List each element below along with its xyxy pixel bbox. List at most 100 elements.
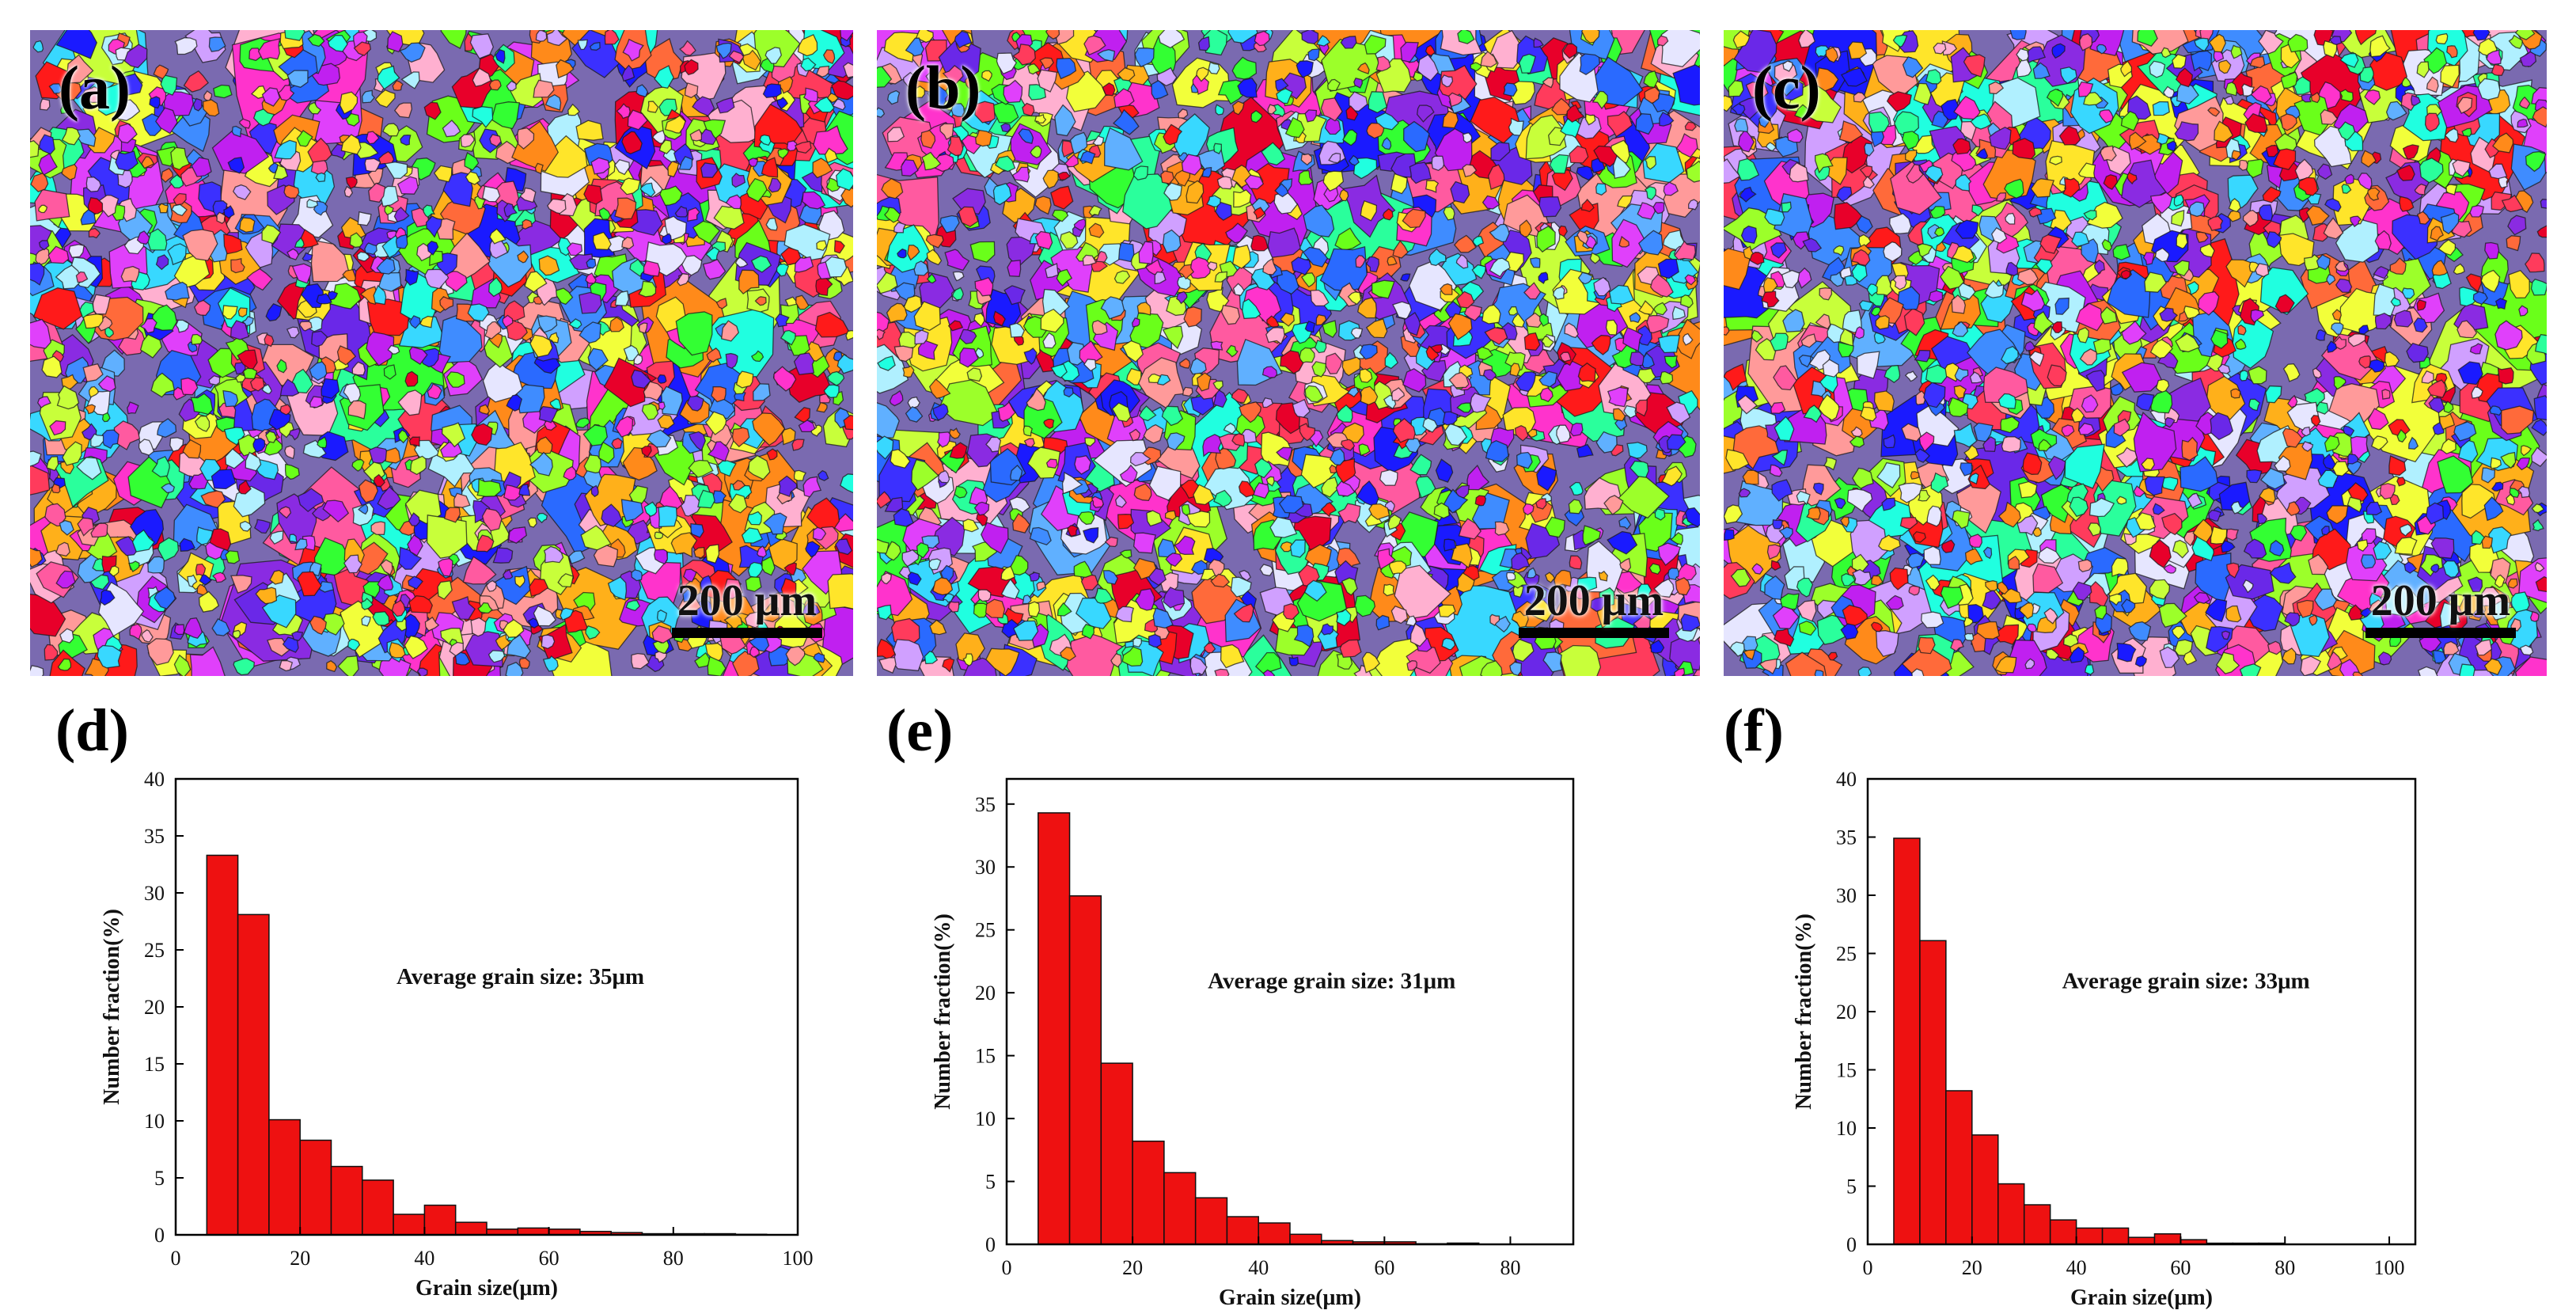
grain — [1119, 464, 1138, 484]
grain — [2480, 269, 2501, 293]
grain — [1554, 569, 1573, 588]
grain — [345, 176, 358, 189]
grain — [1638, 300, 1655, 315]
grain — [1118, 241, 1135, 263]
grain — [794, 140, 812, 154]
grain — [529, 578, 549, 598]
grain — [2228, 198, 2241, 213]
grain — [291, 368, 313, 394]
grain — [1864, 142, 1875, 157]
grain — [2149, 60, 2166, 78]
grain — [1340, 36, 1357, 49]
histogram-bar — [2153, 1233, 2182, 1245]
grain — [2126, 172, 2138, 185]
grain — [1490, 142, 1511, 161]
grain — [157, 537, 180, 562]
grain — [1321, 477, 1338, 498]
grain — [115, 536, 139, 556]
grain — [2320, 526, 2330, 536]
grain — [1009, 322, 1026, 338]
grain — [1916, 243, 1933, 258]
grain — [433, 165, 453, 183]
grain — [291, 263, 312, 284]
grain — [1138, 241, 1154, 265]
grain — [959, 347, 979, 368]
grain — [952, 188, 986, 215]
histogram-bar — [2127, 1236, 2156, 1245]
grain — [167, 243, 187, 266]
x-axis-label: Grain size(μm) — [415, 1276, 558, 1301]
grain — [2152, 503, 2165, 515]
grain — [1738, 488, 1751, 498]
grain — [2446, 45, 2458, 59]
grain — [2195, 231, 2209, 244]
grain — [745, 177, 768, 203]
grain — [382, 123, 400, 137]
grain — [2443, 640, 2460, 655]
grain — [36, 396, 51, 408]
grain — [1982, 589, 2001, 610]
grain — [123, 44, 148, 69]
grain — [2142, 252, 2155, 266]
grain — [2158, 602, 2187, 628]
grain — [2406, 342, 2429, 363]
grain — [1814, 669, 1824, 676]
grain — [609, 317, 625, 332]
grain — [165, 281, 190, 301]
grain — [639, 182, 656, 198]
grain — [2354, 30, 2377, 46]
grain — [700, 162, 719, 178]
grain — [1441, 637, 1456, 651]
grain — [2047, 455, 2066, 480]
grain — [2159, 646, 2180, 668]
grain — [877, 272, 898, 294]
grain — [705, 544, 720, 564]
grain — [383, 364, 396, 380]
grain — [298, 321, 313, 332]
histogram-bar — [1997, 1183, 2025, 1245]
grain — [237, 307, 248, 318]
grain — [1652, 202, 1665, 215]
grain — [697, 489, 715, 509]
grain — [840, 185, 853, 208]
grain — [622, 38, 644, 62]
grain — [802, 602, 821, 617]
grain — [692, 96, 715, 117]
grain — [1670, 532, 1683, 545]
grain — [2028, 351, 2045, 367]
grain — [824, 147, 838, 164]
grain — [717, 460, 737, 477]
grain — [502, 314, 514, 328]
grain — [1576, 576, 1598, 593]
grain — [962, 518, 980, 533]
grain — [1629, 312, 1641, 324]
grain — [537, 512, 548, 524]
grain — [294, 237, 305, 248]
grain — [2517, 118, 2529, 128]
grain — [2181, 436, 2199, 461]
grain — [2367, 408, 2389, 431]
grain — [2005, 261, 2019, 277]
grain — [1232, 283, 1245, 296]
y-tick-label: 5 — [1846, 1175, 1857, 1198]
grain — [826, 93, 840, 104]
grain — [590, 157, 611, 175]
grain — [1034, 196, 1052, 215]
grain — [2506, 235, 2521, 252]
grain — [1390, 606, 1409, 625]
grain — [1970, 113, 1992, 130]
grain — [1406, 660, 1417, 671]
grain — [1512, 313, 1526, 328]
grain — [2078, 422, 2095, 435]
grain — [1443, 206, 1455, 221]
grain — [1022, 425, 1033, 437]
grain — [2024, 340, 2036, 352]
grain — [1683, 332, 1694, 346]
grain — [2265, 145, 2279, 158]
grain — [294, 538, 308, 551]
grain — [1447, 313, 1473, 340]
grain — [1646, 315, 1670, 334]
grain — [780, 329, 796, 346]
grain — [533, 79, 555, 98]
